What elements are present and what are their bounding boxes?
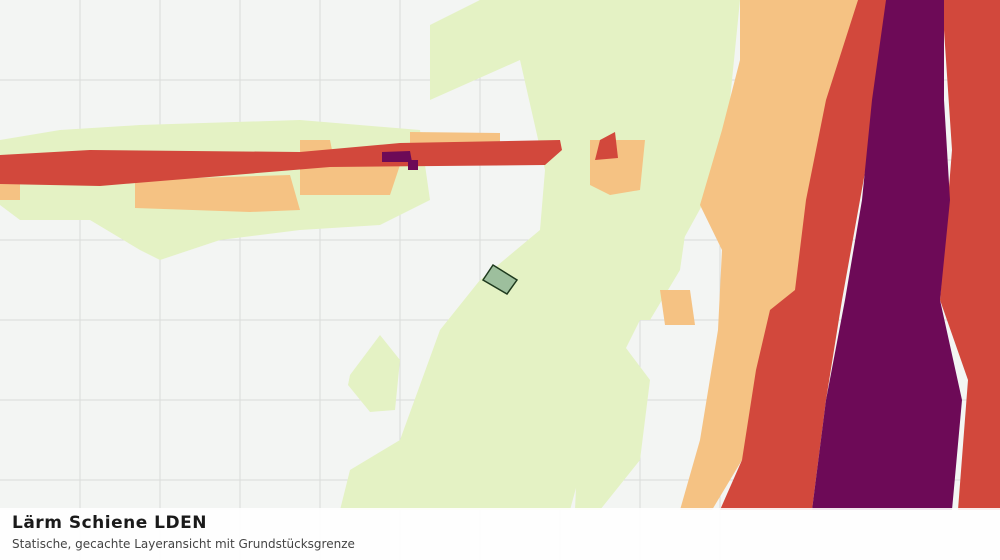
layer-title: Lärm Schiene LDEN — [12, 513, 207, 533]
noise-zone-high — [0, 0, 1000, 510]
parcel-boundary — [481, 263, 519, 295]
noise-zone-very-high — [382, 0, 962, 510]
layer-subtitle: Statische, gecachte Layeransicht mit Gru… — [12, 537, 355, 551]
caption-panel — [0, 508, 1000, 560]
